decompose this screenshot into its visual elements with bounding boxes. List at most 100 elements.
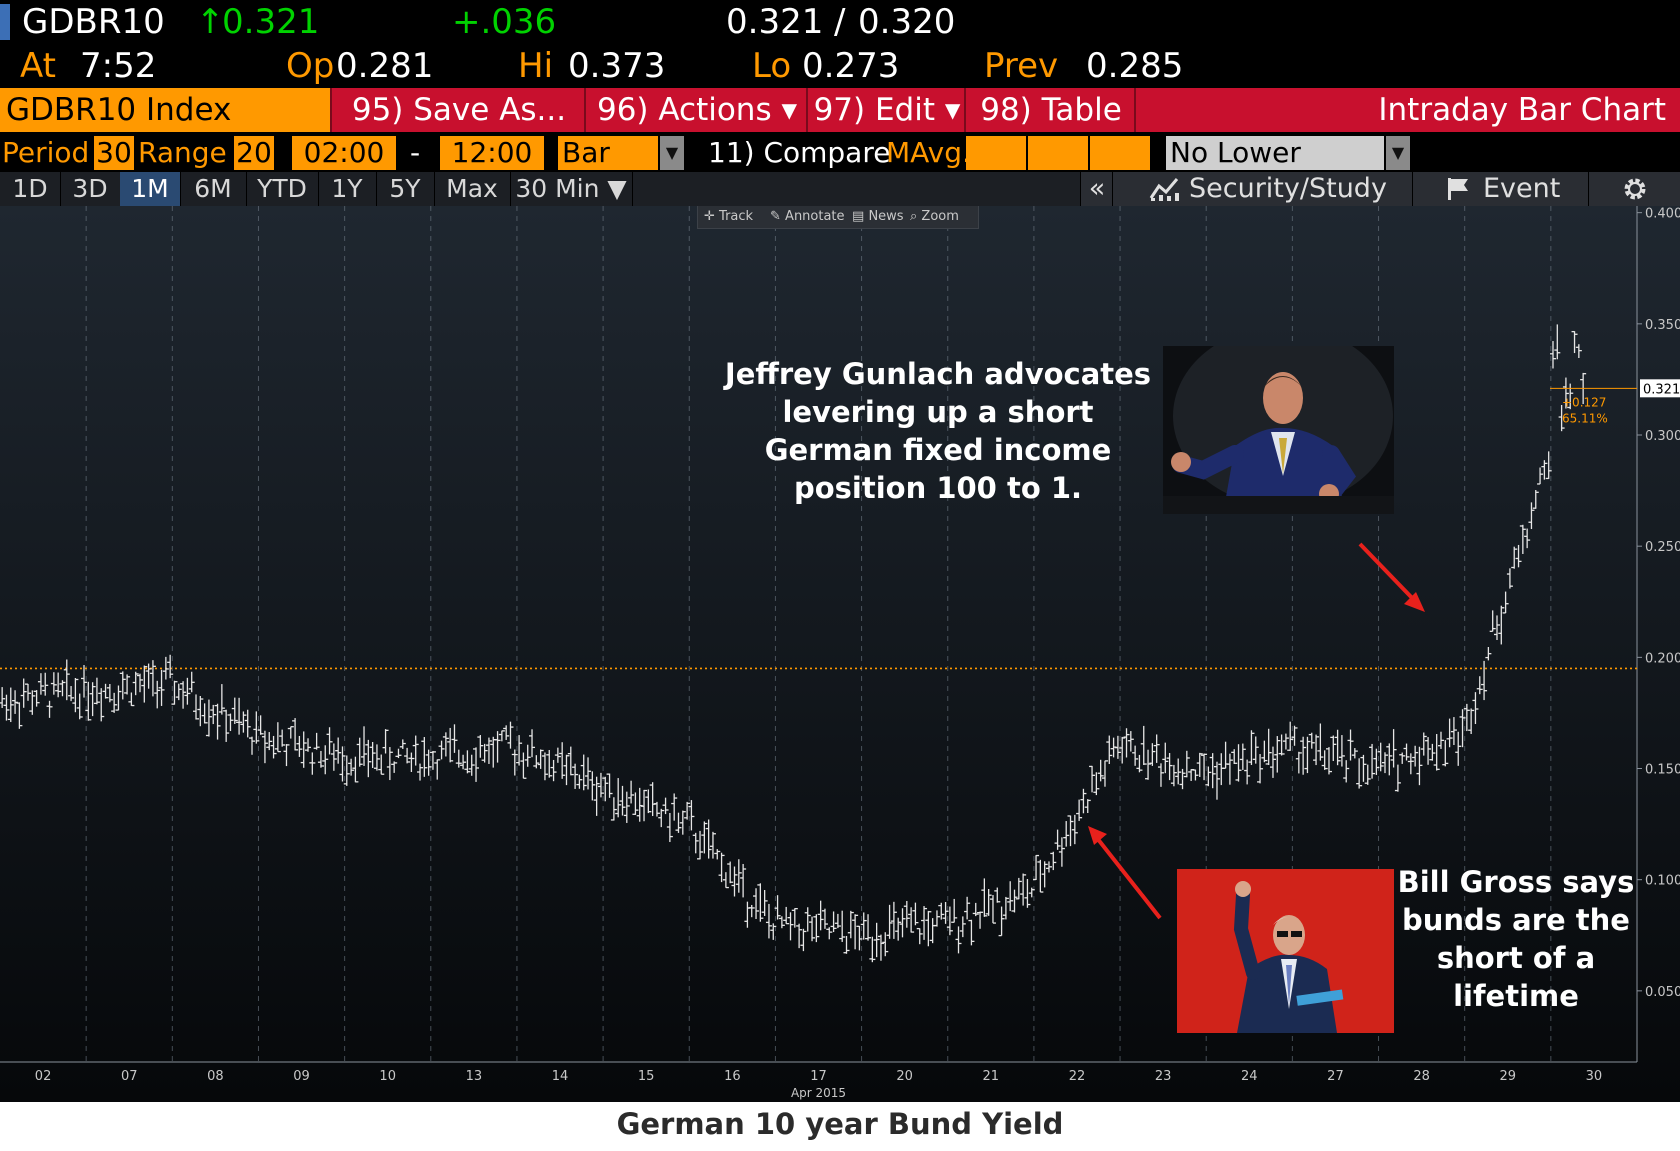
gross-annotation: Bill Gross says bunds are the short of a… — [1397, 865, 1635, 1013]
security-field[interactable]: GDBR10 Index — [0, 88, 330, 132]
range-1m-button[interactable]: 1M — [120, 172, 181, 206]
up-arrow-icon: ↑ — [196, 2, 225, 42]
x-tick-label: 27 — [1327, 1069, 1344, 1084]
table-button[interactable]: 98) Table — [964, 88, 1136, 132]
y-tick-label: 0.400 — [1645, 207, 1680, 222]
gundlach-photo — [1163, 346, 1394, 514]
quote-row: GDBR10 ↑ 0.321 +.036 0.321 / 0.320 — [0, 0, 1680, 44]
x-tick-label: 09 — [293, 1069, 310, 1084]
y-tick-label: 0.100 — [1645, 874, 1680, 889]
zoom-label: Zoom — [921, 209, 959, 224]
range-6m-button[interactable]: 6M — [180, 172, 247, 206]
crosshair-icon: ✛ — [704, 209, 715, 224]
prev-value: 0.285 — [1086, 46, 1184, 86]
at-time: 7:52 — [80, 46, 157, 86]
x-tick-label: 29 — [1499, 1069, 1516, 1084]
period-field[interactable]: 30 — [94, 136, 134, 170]
chart-type-select[interactable]: Bar — [558, 136, 658, 170]
command-bar: GDBR10 Index 95) Save As... 96) Actions … — [0, 88, 1680, 132]
x-tick-label: 28 — [1413, 1069, 1430, 1084]
range-toolbar: 1D 3D 1M 6M YTD 1Y 5Y Max 30 Min ▼ « Sec… — [0, 172, 1680, 207]
low-label: Lo — [752, 46, 792, 86]
ask-price: 0.320 — [858, 2, 956, 42]
save-as-label: 95) Save As... — [351, 92, 567, 128]
lower-chart-dropdown-icon[interactable]: ▼ — [1386, 136, 1410, 170]
low-value: 0.273 — [802, 46, 900, 86]
open-value: 0.281 — [336, 46, 434, 86]
x-tick-label: 13 — [466, 1069, 483, 1084]
range-ytd-button[interactable]: YTD — [246, 172, 319, 206]
y-tick-label: 0.200 — [1645, 651, 1680, 666]
settings-row: Period 30 Range 20 02:00 - 12:00 Bar ▼ 1… — [0, 132, 1680, 203]
y-tick-label: 0.300 — [1645, 429, 1680, 444]
last-value-box — [1640, 379, 1680, 398]
x-tick-label: 20 — [896, 1069, 913, 1084]
y-tick-label: 0.050 — [1645, 985, 1680, 1000]
at-label: At — [20, 46, 56, 86]
focus-marker — [0, 4, 10, 40]
table-label: 98) Table — [980, 92, 1122, 128]
x-tick-label: 10 — [379, 1069, 396, 1084]
x-tick-label: 17 — [810, 1069, 827, 1084]
x-tick-label: 14 — [552, 1069, 569, 1084]
mavg-field-1[interactable] — [966, 136, 1026, 170]
net-change: +.036 — [452, 2, 557, 42]
security-label: GDBR10 Index — [6, 92, 232, 128]
last-price: 0.321 — [222, 2, 320, 42]
bloomberg-terminal: GDBR10 ↑ 0.321 +.036 0.321 / 0.320 At 7:… — [0, 0, 1680, 1102]
x-axis: 02 07 08 09 10 13 14 15 16 17 20 21 22 23 24 27 28 29 30 Ap… — [0, 1061, 1637, 1100]
lower-chart-select[interactable]: No Lower Chart — [1166, 136, 1384, 203]
x-tick-label: 02 — [35, 1069, 52, 1084]
arrow-to-spike — [1358, 542, 1425, 612]
high-value: 0.373 — [568, 46, 666, 86]
interval-select[interactable]: 30 Min ▼ — [510, 172, 633, 206]
zoom-icon: ⌕ — [910, 209, 918, 224]
zoom-button[interactable]: ⌕ Zoom — [910, 206, 959, 228]
x-tick-label: 07 — [121, 1069, 138, 1084]
event-button[interactable]: Event — [1412, 172, 1589, 206]
news-label: News — [868, 209, 904, 224]
range-1y-button[interactable]: 1Y — [318, 172, 377, 206]
plot-background — [0, 206, 1680, 1102]
bid-price: 0.321 — [726, 2, 824, 42]
open-label: Op — [286, 46, 335, 86]
x-tick-label: 21 — [983, 1069, 1000, 1084]
chart-type-dropdown-icon[interactable]: ▼ — [660, 136, 684, 170]
range-3d-button[interactable]: 3D — [60, 172, 121, 206]
y-axis: 0.400 0.350 0.300 0.250 0.200 0.150 0.100 0.050 — [1636, 206, 1680, 1062]
start-time-field[interactable]: 02:00 — [292, 136, 396, 170]
security-study-button[interactable]: Security/Study — [1112, 172, 1413, 206]
x-tick-label: 30 — [1586, 1069, 1603, 1084]
last-value-label: 0.321 — [1643, 382, 1680, 397]
prev-label: Prev — [984, 46, 1059, 86]
actions-label: 96) Actions ▾ — [596, 92, 798, 128]
range-1d-button[interactable]: 1D — [0, 172, 61, 206]
edit-menu[interactable]: 97) Edit ▾ — [806, 88, 966, 132]
range-5y-button[interactable]: 5Y — [376, 172, 435, 206]
x-tick-label: 24 — [1241, 1069, 1258, 1084]
y-tick-label: 0.350 — [1645, 318, 1680, 333]
annotate-button[interactable]: ✎ Annotate — [770, 206, 845, 228]
mavg-field-3[interactable] — [1090, 136, 1150, 170]
x-tick-label: 08 — [207, 1069, 224, 1084]
y-tick-label: 0.250 — [1645, 540, 1680, 555]
mavg-field-2[interactable] — [1028, 136, 1088, 170]
collapse-button[interactable]: « — [1080, 172, 1113, 206]
x-tick-label: 15 — [638, 1069, 655, 1084]
settings-button[interactable] — [1588, 172, 1680, 206]
period-label: Period — [2, 136, 90, 169]
track-button[interactable]: ✛ Track — [704, 206, 753, 228]
time-dash: - — [410, 136, 421, 169]
news-button[interactable]: ▤ News — [852, 206, 904, 228]
range-field[interactable]: 20 — [234, 136, 274, 170]
arrow-to-jump — [1088, 826, 1162, 920]
compare-button[interactable]: 11) Compare — [708, 136, 891, 169]
gundlach-annotation: Jeffrey Gunlach advocates levering up a … — [724, 357, 1152, 505]
price-bars — [0, 324, 1587, 963]
y-tick-label: 0.150 — [1645, 763, 1680, 778]
save-as-button[interactable]: 95) Save As... — [330, 88, 586, 132]
end-time-field[interactable]: 12:00 — [440, 136, 544, 170]
actions-menu[interactable]: 96) Actions ▾ — [584, 88, 808, 132]
track-label: Track — [719, 209, 754, 224]
range-max-button[interactable]: Max — [434, 172, 511, 206]
